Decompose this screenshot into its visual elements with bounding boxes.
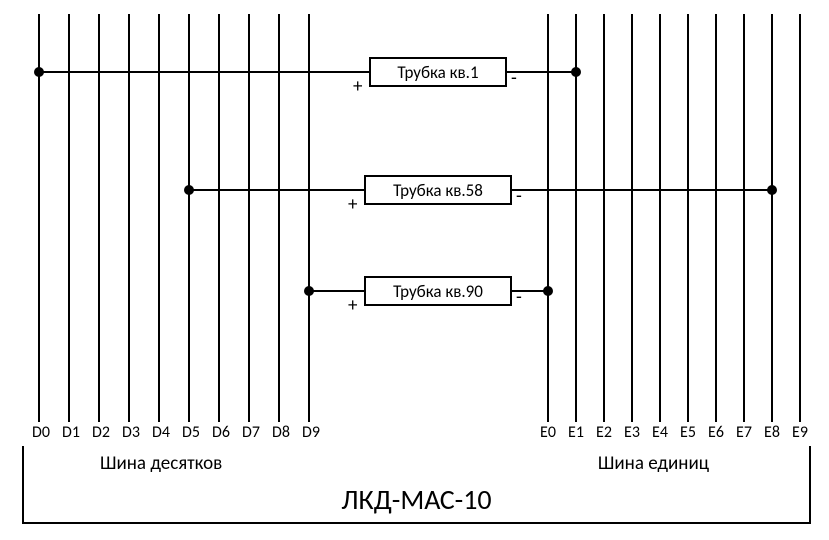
frame-notch xyxy=(327,422,539,446)
bus-d-tick: D6 xyxy=(206,422,236,444)
bus-d-tick: D1 xyxy=(56,422,86,444)
wire xyxy=(507,71,576,73)
polarity-minus: - xyxy=(516,286,522,309)
bus-line xyxy=(631,14,633,422)
bus-d-tick: D5 xyxy=(176,422,206,444)
bus-e-tick: E7 xyxy=(730,422,758,444)
bus-line xyxy=(687,14,689,422)
tube-label: Трубка кв.90 xyxy=(393,281,483,302)
junction-dot xyxy=(571,67,581,77)
bus-d-tick: D9 xyxy=(296,422,326,444)
wire xyxy=(189,189,364,191)
bus-line xyxy=(743,14,745,422)
junction-dot xyxy=(184,185,194,195)
wire xyxy=(512,189,772,191)
bus-d-tick: D3 xyxy=(116,422,146,444)
bus-line xyxy=(715,14,717,422)
bus-e-tick: E0 xyxy=(534,422,562,444)
bus-line xyxy=(158,14,160,422)
bus-d-title: Шина десятков xyxy=(100,452,222,475)
bus-line xyxy=(248,14,250,422)
tube-label: Трубка кв.1 xyxy=(397,62,478,83)
bus-d-tick: D0 xyxy=(26,422,56,444)
bus-e-tick: E3 xyxy=(618,422,646,444)
junction-dot xyxy=(34,67,44,77)
bus-e-strip: E0E1E2E3E4E5E6E7E8E9 xyxy=(530,422,811,446)
bus-d-tick: D4 xyxy=(146,422,176,444)
bus-line xyxy=(98,14,100,422)
bus-d-tick: D8 xyxy=(266,422,296,444)
bus-line xyxy=(308,14,310,422)
bus-e-tick: E9 xyxy=(786,422,814,444)
bus-d-tick: D7 xyxy=(236,422,266,444)
device-title: ЛКД-МАС-10 xyxy=(24,482,809,517)
bus-e-tick: E6 xyxy=(702,422,730,444)
bus-line xyxy=(188,14,190,422)
bus-e-tick: E5 xyxy=(674,422,702,444)
tube-label: Трубка кв.58 xyxy=(393,180,483,201)
polarity-plus: + xyxy=(348,294,357,317)
bus-line xyxy=(771,14,773,422)
wire xyxy=(309,290,364,292)
bus-line xyxy=(68,14,70,422)
device-frame: D0D1D2D3D4D5D6D7D8D9 E0E1E2E3E4E5E6E7E8E… xyxy=(22,422,811,524)
bus-e-tick: E1 xyxy=(562,422,590,444)
bus-e-title: Шина единиц xyxy=(598,452,709,475)
junction-dot xyxy=(543,286,553,296)
polarity-plus: + xyxy=(353,75,362,98)
tube-box: Трубка кв.58 xyxy=(364,175,512,205)
polarity-minus: - xyxy=(511,67,517,90)
wire xyxy=(39,71,369,73)
polarity-plus: + xyxy=(348,193,357,216)
bus-e-tick: E8 xyxy=(758,422,786,444)
bus-line xyxy=(603,14,605,422)
polarity-minus: - xyxy=(516,185,522,208)
tube-box: Трубка кв.90 xyxy=(364,276,512,306)
bus-e-tick: E2 xyxy=(590,422,618,444)
bus-d-strip: D0D1D2D3D4D5D6D7D8D9 xyxy=(22,422,329,446)
bus-line xyxy=(799,14,801,422)
bus-line xyxy=(218,14,220,422)
bus-d-tick: D2 xyxy=(86,422,116,444)
junction-dot xyxy=(304,286,314,296)
bus-e-tick: E4 xyxy=(646,422,674,444)
bus-line xyxy=(128,14,130,422)
bus-line xyxy=(278,14,280,422)
bus-line xyxy=(659,14,661,422)
bus-line xyxy=(547,14,549,422)
junction-dot xyxy=(767,185,777,195)
tube-box: Трубка кв.1 xyxy=(369,57,507,87)
